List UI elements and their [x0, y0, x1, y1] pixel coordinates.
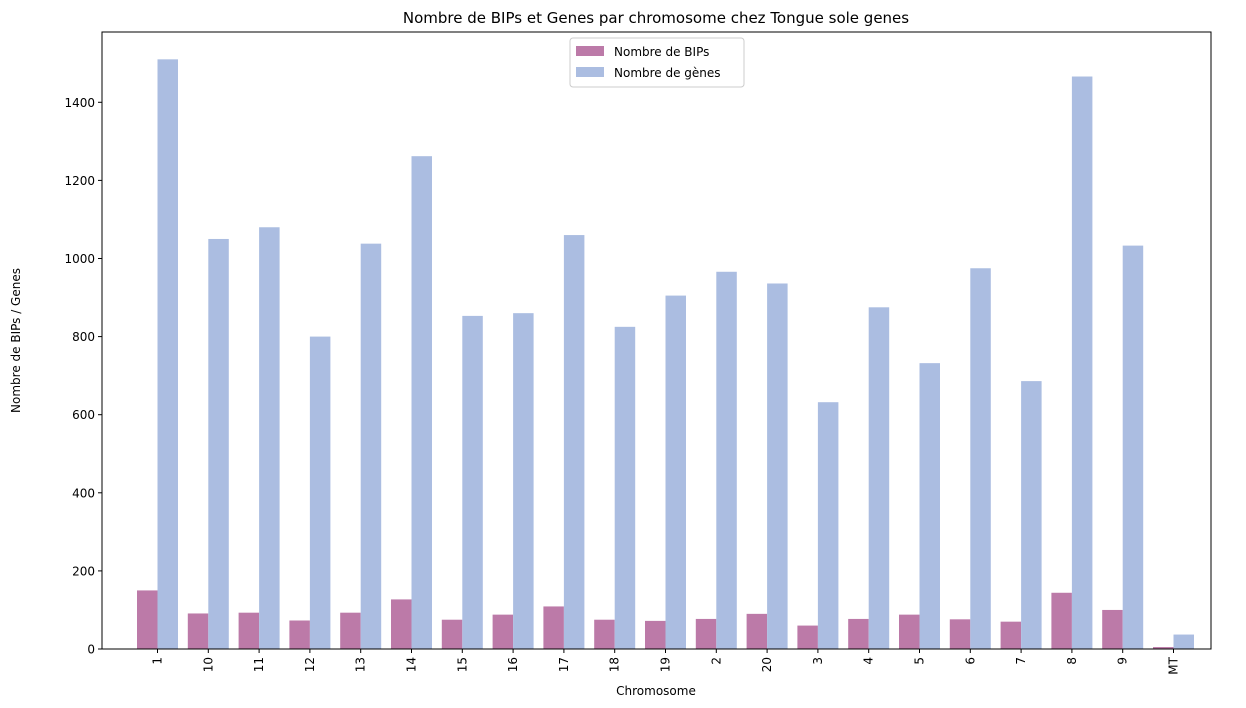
chart-title: Nombre de BIPs et Genes par chromosome c…	[403, 9, 909, 27]
x-tick-label: 8	[1065, 657, 1079, 665]
y-tick-label: 600	[72, 408, 95, 422]
bar-genes-20	[767, 283, 788, 649]
bar-genes-15	[462, 315, 483, 649]
x-tick-label: 14	[405, 657, 419, 672]
bars-layer	[137, 59, 1194, 650]
bar-bips-18	[594, 619, 615, 649]
bar-genes-9	[1122, 245, 1144, 649]
x-tick-label: 11	[252, 657, 266, 672]
bar-bips-9	[1102, 609, 1123, 649]
bar-genes-16	[513, 313, 534, 649]
bar-genes-1	[157, 59, 178, 649]
x-tick-label: 2	[709, 657, 723, 665]
legend: Nombre de BIPs Nombre de gènes	[569, 37, 745, 88]
bar-bips-20	[746, 613, 768, 649]
y-tick-label: 400	[72, 486, 95, 500]
bar-bips-14	[391, 599, 412, 649]
bar-bips-19	[645, 620, 666, 649]
bar-bips-6	[949, 619, 971, 649]
legend-swatch	[576, 67, 604, 77]
legend-label: Nombre de BIPs	[614, 45, 709, 59]
y-axis-ticks: 0 200 400 600 800 1000 1200 1400	[64, 96, 102, 657]
bar-genes-17	[563, 235, 585, 649]
legend-swatch	[576, 46, 604, 56]
bar-bips-4	[848, 618, 869, 649]
x-tick-label: 16	[506, 657, 520, 672]
bar-bips-3	[797, 625, 818, 649]
x-tick-label: 3	[811, 657, 825, 665]
bar-bips-MT	[1153, 647, 1174, 649]
bar-genes-4	[868, 307, 890, 649]
x-tick-label: 9	[1116, 657, 1130, 665]
y-tick-label: 200	[72, 564, 95, 578]
x-tick-label: MT	[1167, 656, 1181, 674]
x-tick-label: 12	[303, 657, 317, 672]
bar-bips-10	[187, 613, 209, 649]
bar-genes-14	[411, 156, 432, 649]
bar-genes-19	[665, 295, 686, 649]
x-axis-ticks: 1 10 11 12 13 14 15 16 17 18 19 2 20 3 4 5 6 7 8 9 MT	[151, 649, 1181, 675]
bar-genes-3	[817, 402, 839, 649]
plot-frame	[101, 31, 1212, 650]
x-tick-label: 18	[608, 657, 622, 672]
bar-bips-1	[137, 590, 158, 649]
x-axis-label: Chromosome	[616, 684, 696, 698]
bar-genes-5	[919, 363, 940, 649]
bar-genes-8	[1071, 76, 1093, 650]
x-tick-label: 5	[913, 657, 927, 665]
legend-label: Nombre de gènes	[614, 66, 721, 80]
bar-genes-11	[259, 227, 280, 649]
x-tick-label: 20	[760, 657, 774, 672]
x-tick-label: 7	[1014, 657, 1028, 665]
bar-bips-5	[899, 614, 920, 649]
y-tick-label: 1000	[64, 252, 95, 266]
y-axis-label: Nombre de BIPs / Genes	[9, 268, 23, 413]
bar-bips-15	[441, 619, 463, 649]
x-tick-label: 1	[151, 657, 165, 665]
x-tick-label: 6	[963, 657, 977, 665]
bar-genes-7	[1021, 381, 1042, 649]
bar-bips-7	[1000, 621, 1022, 649]
legend-box	[569, 37, 745, 88]
x-tick-label: 10	[201, 657, 215, 672]
bar-bips-13	[340, 612, 361, 649]
y-tick-label: 1400	[64, 96, 95, 110]
bar-bips-17	[543, 606, 564, 649]
x-tick-label: 19	[659, 657, 673, 672]
bar-genes-6	[970, 268, 991, 649]
bar-bips-2	[695, 618, 717, 649]
bar-bips-8	[1051, 592, 1072, 649]
bar-genes-13	[360, 243, 382, 650]
x-tick-label: 15	[455, 657, 469, 672]
y-tick-label: 800	[72, 330, 95, 344]
x-tick-label: 17	[557, 657, 571, 672]
bar-genes-12	[309, 336, 331, 649]
y-tick-label: 1200	[64, 174, 95, 188]
bar-bips-11	[238, 612, 260, 649]
bar-genes-10	[208, 238, 229, 649]
x-tick-label: 4	[862, 657, 876, 665]
bar-genes-18	[614, 326, 636, 649]
bar-genes-2	[716, 271, 737, 649]
bar-bips-12	[289, 620, 310, 649]
x-tick-label: 13	[354, 657, 368, 672]
y-tick-label: 0	[87, 643, 95, 657]
bar-bips-16	[492, 614, 514, 649]
bar-genes-MT	[1173, 634, 1194, 649]
